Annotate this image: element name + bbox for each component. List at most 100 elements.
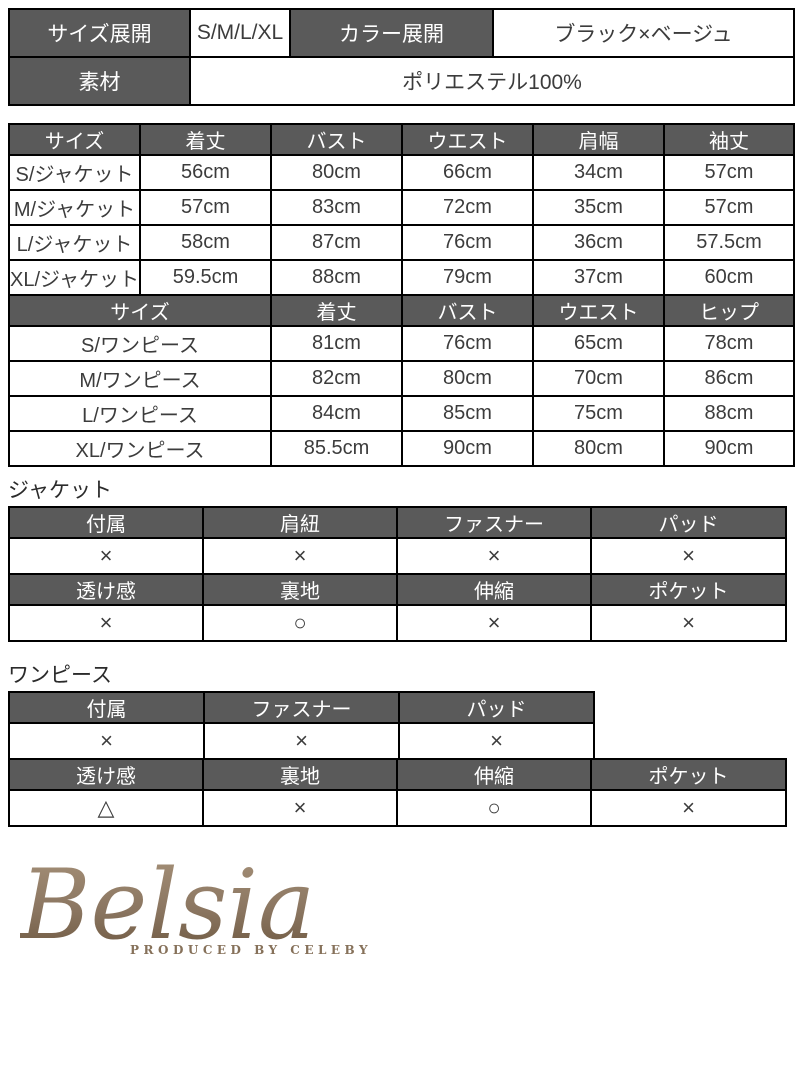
brand-logo: Belsia PRODUCED BY CELEBY <box>20 852 440 959</box>
measure-cell: 59.5cm <box>139 259 272 296</box>
table-row: XL/ジャケット 59.5cm 88cm 79cm 37cm 60cm <box>8 259 795 296</box>
spec-mark-cell: × <box>396 537 592 575</box>
row-label-cell: M/ジャケット <box>8 189 141 226</box>
spec-mark-cell: × <box>203 722 400 760</box>
spec-mark-cell: × <box>590 789 787 827</box>
table-row: L/ワンピース 84cm 85cm 75cm 88cm <box>8 395 795 432</box>
info-row-size-color: サイズ展開 S/M/L/XL カラー展開 ブラック×ベージュ <box>8 8 795 58</box>
onepiece-size-table: サイズ 着丈 バスト ウエスト ヒップ S/ワンピース 81cm 76cm 65… <box>8 294 795 467</box>
measure-cell: 80cm <box>401 360 534 397</box>
header-cell: 透け感 <box>8 758 204 791</box>
measure-cell: 66cm <box>401 154 534 191</box>
header-cell: ウエスト <box>401 123 534 156</box>
brand-logo-text: Belsia <box>20 852 327 959</box>
material-value: ポリエステル100% <box>189 56 795 106</box>
spec-mark-cell: △ <box>8 789 204 827</box>
header-cell: サイズ <box>8 123 141 156</box>
header-cell: ファスナー <box>396 506 592 539</box>
onepiece-section-label: ワンピース <box>8 664 112 687</box>
measure-cell: 84cm <box>270 395 403 432</box>
measure-cell: 80cm <box>532 430 665 467</box>
header-cell: 裏地 <box>202 573 398 606</box>
row-label-cell: S/ワンピース <box>8 325 272 362</box>
onepiece-spec-table-top: 付属 ファスナー パッド × × × <box>8 691 595 760</box>
measure-cell: 76cm <box>401 325 534 362</box>
measure-cell: 80cm <box>270 154 403 191</box>
measure-cell: 34cm <box>532 154 665 191</box>
spec-mark-cell: × <box>8 537 204 575</box>
measure-cell: 57cm <box>139 189 272 226</box>
header-cell: 付属 <box>8 691 205 724</box>
header-cell: 着丈 <box>139 123 272 156</box>
header-cell: 裏地 <box>202 758 398 791</box>
spec-mark-cell: × <box>202 789 398 827</box>
header-cell: ポケット <box>590 573 787 606</box>
header-cell: 肩紐 <box>202 506 398 539</box>
measure-cell: 36cm <box>532 224 665 261</box>
measure-cell: 72cm <box>401 189 534 226</box>
row-label-cell: XL/ジャケット <box>8 259 141 296</box>
jacket-section-label: ジャケット <box>8 479 112 502</box>
onepiece-spec-table-bottom: 透け感 裏地 伸縮 ポケット △ × ○ × <box>8 758 787 827</box>
row-label-cell: S/ジャケット <box>8 154 141 191</box>
header-cell: パッド <box>590 506 787 539</box>
table-row: M/ワンピース 82cm 80cm 70cm 86cm <box>8 360 795 397</box>
spec-mark-cell: ○ <box>202 604 398 642</box>
measure-cell: 88cm <box>270 259 403 296</box>
table-row: L/ジャケット 58cm 87cm 76cm 36cm 57.5cm <box>8 224 795 261</box>
onepiece-size-header-row: サイズ 着丈 バスト ウエスト ヒップ <box>8 294 795 327</box>
measure-cell: 76cm <box>401 224 534 261</box>
spec-value-row: × × × × <box>8 537 787 575</box>
header-cell: 伸縮 <box>396 758 592 791</box>
measure-cell: 85cm <box>401 395 534 432</box>
measure-cell: 90cm <box>663 430 795 467</box>
row-label-cell: M/ワンピース <box>8 360 272 397</box>
spec-header-row: 付属 ファスナー パッド <box>8 691 595 724</box>
color-range-value: ブラック×ベージュ <box>492 8 795 58</box>
table-row: S/ワンピース 81cm 76cm 65cm 78cm <box>8 325 795 362</box>
row-label-cell: XL/ワンピース <box>8 430 272 467</box>
measure-cell: 79cm <box>401 259 534 296</box>
measure-cell: 82cm <box>270 360 403 397</box>
spec-mark-cell: ○ <box>396 789 592 827</box>
header-cell: ポケット <box>590 758 787 791</box>
spec-mark-cell: × <box>398 722 595 760</box>
spec-header-row: 付属 肩紐 ファスナー パッド <box>8 506 787 539</box>
header-cell: 肩幅 <box>532 123 665 156</box>
table-row: M/ジャケット 57cm 83cm 72cm 35cm 57cm <box>8 189 795 226</box>
measure-cell: 57.5cm <box>663 224 795 261</box>
header-cell: ヒップ <box>663 294 795 327</box>
measure-cell: 85.5cm <box>270 430 403 467</box>
measure-cell: 37cm <box>532 259 665 296</box>
spec-mark-cell: × <box>202 537 398 575</box>
spec-header-row: 透け感 裏地 伸縮 ポケット <box>8 573 787 606</box>
row-label-cell: L/ワンピース <box>8 395 272 432</box>
header-cell: ウエスト <box>532 294 665 327</box>
header-cell: 付属 <box>8 506 204 539</box>
spec-value-row: × × × <box>8 722 595 760</box>
header-cell: バスト <box>401 294 534 327</box>
measure-cell: 86cm <box>663 360 795 397</box>
spec-mark-cell: × <box>396 604 592 642</box>
jacket-spec-table: 付属 肩紐 ファスナー パッド × × × × 透け感 裏地 伸縮 ポケット ×… <box>8 506 787 642</box>
jacket-size-header-row: サイズ 着丈 バスト ウエスト 肩幅 袖丈 <box>8 123 795 156</box>
spec-mark-cell: × <box>8 722 205 760</box>
table-row: S/ジャケット 56cm 80cm 66cm 34cm 57cm <box>8 154 795 191</box>
spec-value-row: × ○ × × <box>8 604 787 642</box>
header-cell: パッド <box>398 691 595 724</box>
measure-cell: 81cm <box>270 325 403 362</box>
jacket-size-table: サイズ 着丈 バスト ウエスト 肩幅 袖丈 S/ジャケット 56cm 80cm … <box>8 123 795 296</box>
measure-cell: 57cm <box>663 189 795 226</box>
measure-cell: 75cm <box>532 395 665 432</box>
measure-cell: 35cm <box>532 189 665 226</box>
measure-cell: 57cm <box>663 154 795 191</box>
info-row-material: 素材 ポリエステル100% <box>8 56 795 106</box>
measure-cell: 70cm <box>532 360 665 397</box>
measure-cell: 88cm <box>663 395 795 432</box>
size-range-label: サイズ展開 <box>8 8 191 58</box>
spec-header-row: 透け感 裏地 伸縮 ポケット <box>8 758 787 791</box>
measure-cell: 60cm <box>663 259 795 296</box>
info-table: サイズ展開 S/M/L/XL カラー展開 ブラック×ベージュ 素材 ポリエステル… <box>8 8 795 106</box>
header-cell: 着丈 <box>270 294 403 327</box>
spec-value-row: △ × ○ × <box>8 789 787 827</box>
